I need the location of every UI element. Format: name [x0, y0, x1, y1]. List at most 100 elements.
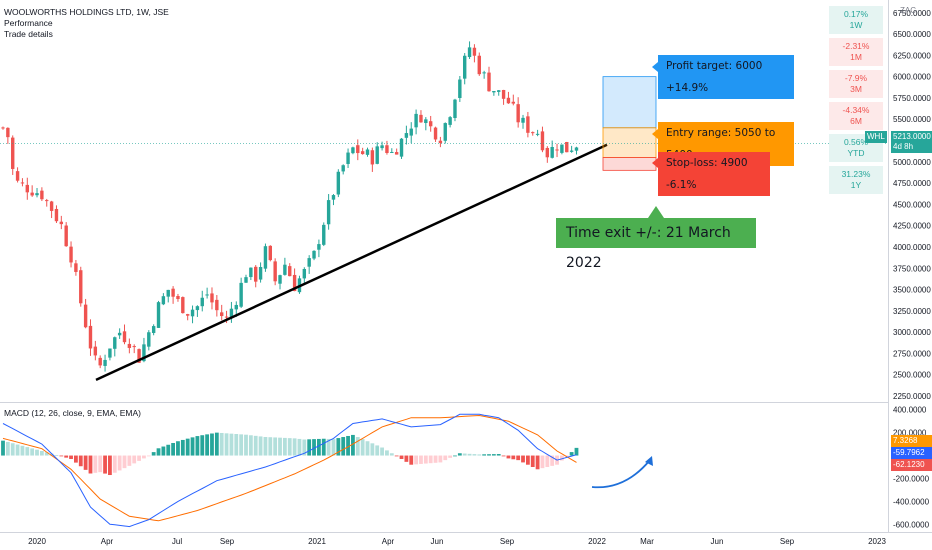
macd-histogram-bar	[409, 455, 414, 465]
macd-histogram-bar	[574, 447, 579, 456]
macd-histogram-bar	[200, 435, 205, 456]
perf-value: -7.9%	[844, 73, 868, 83]
price-tick-label: 4000.0000	[893, 243, 931, 252]
trade-details-legend[interactable]: Trade details	[4, 29, 53, 39]
macd-histogram-bar	[132, 455, 137, 464]
macd-histogram-bar	[521, 455, 525, 463]
candle-body	[244, 277, 248, 283]
macd-histogram-bar	[545, 455, 550, 467]
macd-histogram-bar	[472, 454, 477, 456]
macd-histogram-bar	[326, 438, 331, 456]
candle-body	[550, 146, 554, 158]
perf-value: -4.34%	[842, 105, 870, 115]
macd-histogram-bar	[487, 454, 491, 456]
bar-countdown: 4d 8h	[893, 142, 914, 151]
price-tick-label: 6500.0000	[893, 30, 931, 39]
perf-period: 3M	[850, 84, 862, 94]
macd-histogram-bar	[176, 441, 180, 456]
candle-body	[156, 302, 161, 328]
candle-body	[428, 121, 433, 127]
macd-histogram-bar	[74, 455, 78, 463]
macd-legend[interactable]: MACD (12, 26, close, 9, EMA, EMA)	[4, 408, 141, 418]
candle-body	[360, 151, 365, 155]
stop-loss-callout[interactable]: Stop-loss: 4900 -6.1%	[658, 152, 770, 196]
candle-body	[492, 90, 496, 93]
candle-body	[424, 119, 428, 124]
candle-body	[268, 245, 272, 261]
candle-body	[375, 146, 379, 164]
perf-period: 1W	[849, 20, 863, 30]
last-price-tag: 5213.0000 4d 8h	[891, 131, 932, 153]
macd-histogram-bar	[540, 455, 545, 469]
macd-value-tag: 7.3268	[891, 435, 932, 447]
macd-histogram-bar	[506, 455, 511, 459]
macd-histogram-bar	[525, 455, 530, 465]
price-tick-label: 2750.0000	[893, 349, 931, 358]
candle-body	[399, 138, 404, 157]
perf-period: 1M	[850, 52, 862, 62]
macd-histogram-bar	[161, 446, 166, 456]
price-tick-label: 4750.0000	[893, 179, 931, 188]
candle-body	[69, 246, 73, 263]
last-price: 5213.0000	[893, 132, 931, 141]
perf-value: 0.56%	[843, 137, 869, 147]
candle-body	[88, 325, 93, 349]
candle-body	[433, 127, 438, 140]
performance-legend[interactable]: Performance	[4, 18, 53, 28]
macd-histogram-bar	[453, 455, 457, 457]
candle-body	[385, 145, 389, 153]
macd-histogram-bar	[477, 454, 482, 456]
perf-period: 1Y	[850, 180, 862, 190]
macd-tick-label: -200.0000	[893, 474, 930, 483]
macd-histogram-bar	[234, 434, 239, 456]
stop-pointer	[652, 158, 658, 168]
macd-histogram-bar	[224, 433, 229, 456]
entry-zone	[602, 127, 657, 158]
macd-histogram-bar	[180, 439, 185, 456]
macd-histogram-bar	[273, 437, 278, 456]
candle-body	[472, 47, 477, 56]
time-exit-callout[interactable]: Time exit +/-: 21 March 2022	[556, 218, 756, 271]
macd-histogram-bar	[44, 452, 49, 456]
candle-body	[336, 171, 341, 195]
perf-period: 6M	[850, 116, 862, 126]
profit-target-callout[interactable]: Profit target: 6000 +14.9%	[658, 55, 794, 99]
perf-value: 0.17%	[843, 9, 869, 19]
candle-body	[521, 117, 525, 123]
candle-body	[93, 346, 98, 356]
macd-histogram-bar	[219, 432, 224, 456]
candle-body	[15, 171, 20, 181]
candle-body	[249, 267, 253, 278]
macd-histogram-bar	[336, 438, 341, 456]
macd-histogram-bar	[511, 455, 516, 460]
candle-body	[181, 297, 185, 314]
time-tick-label: 2023	[868, 537, 886, 546]
macd-histogram-bar	[122, 455, 127, 469]
macd-histogram-bar	[423, 455, 428, 464]
macd-histogram-bar	[49, 453, 54, 456]
macd-histogram-bar	[351, 434, 355, 456]
price-tick-label: 2250.0000	[893, 392, 931, 401]
macd-histogram-bar	[239, 434, 244, 456]
macd-histogram-bar	[564, 455, 569, 457]
macd-histogram-bar	[496, 454, 501, 456]
macd-histogram-bar	[15, 444, 20, 456]
signal-value-tag: -59.7962	[891, 447, 932, 459]
candle-body	[25, 184, 29, 193]
time-exit-pointer	[648, 206, 664, 218]
macd-histogram-bar	[156, 448, 161, 456]
macd-histogram-bar	[69, 455, 73, 459]
macd-histogram-bar	[297, 438, 302, 456]
candle-body	[380, 145, 384, 149]
candle-body	[59, 221, 64, 225]
candle-body	[215, 299, 219, 311]
candle-body	[234, 304, 238, 310]
macd-histogram-bar	[365, 441, 370, 456]
macd-histogram-bar	[482, 454, 487, 456]
time-tick-label: Jun	[711, 537, 724, 546]
candle-body	[394, 152, 399, 155]
candle-body	[288, 266, 292, 277]
macd-histogram-bar	[263, 436, 268, 456]
macd-histogram-bar	[142, 455, 146, 459]
candle-body	[341, 165, 345, 172]
